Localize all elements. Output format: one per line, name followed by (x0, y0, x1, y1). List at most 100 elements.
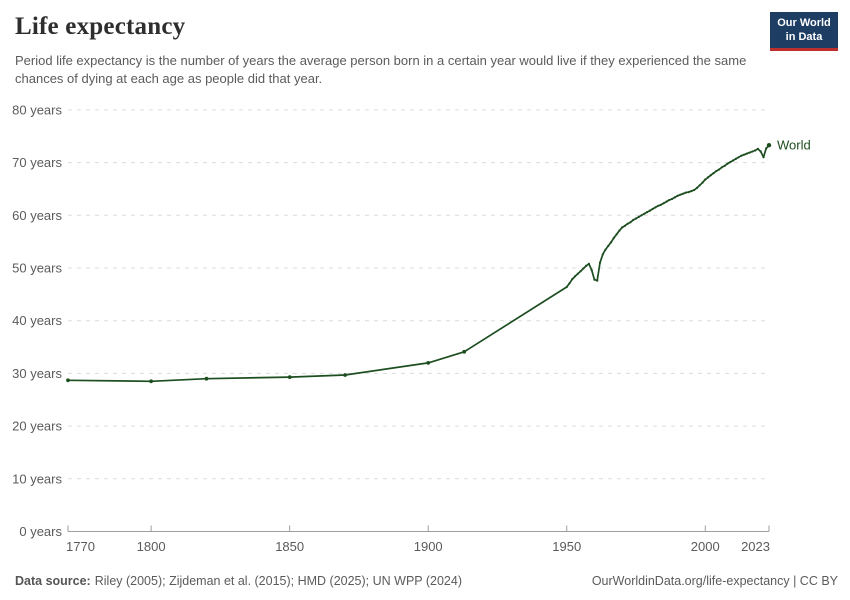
data-point[interactable] (695, 186, 699, 189)
data-point[interactable] (654, 206, 657, 209)
data-point[interactable] (657, 204, 660, 207)
data-point[interactable] (766, 143, 772, 148)
data-source-text: Riley (2005); Zijdeman et al. (2015); HM… (94, 574, 463, 588)
data-point[interactable] (673, 196, 676, 199)
data-point[interactable] (618, 229, 621, 232)
data-point[interactable] (598, 261, 602, 264)
data-point[interactable] (646, 211, 649, 214)
y-axis-label: 50 years (12, 261, 62, 276)
x-axis-label: 1800 (137, 539, 166, 554)
data-point[interactable] (596, 279, 599, 282)
data-point[interactable] (149, 379, 154, 384)
data-point[interactable] (204, 376, 209, 381)
data-point[interactable] (659, 203, 663, 206)
data-point[interactable] (565, 285, 568, 289)
y-axis-label: 10 years (12, 471, 62, 486)
data-point[interactable] (637, 215, 640, 218)
data-point[interactable] (762, 156, 765, 159)
data-point[interactable] (601, 253, 604, 256)
data-point[interactable] (426, 361, 431, 365)
data-point[interactable] (573, 275, 577, 278)
owid-logo-line2: in Data (785, 31, 823, 44)
data-point[interactable] (621, 226, 624, 229)
data-point[interactable] (582, 267, 585, 270)
y-axis-label: 80 years (12, 102, 62, 117)
series-label[interactable]: World (777, 138, 811, 153)
data-point[interactable] (579, 270, 582, 273)
world-line[interactable] (67, 144, 770, 383)
data-point[interactable] (634, 217, 638, 220)
data-point[interactable] (718, 168, 721, 171)
data-source: Data source: Riley (2005); Zijdeman et al… (15, 574, 462, 588)
data-point[interactable] (712, 172, 715, 175)
data-point[interactable] (720, 166, 724, 169)
data-source-label: Data source: (15, 574, 91, 588)
y-axis-label: 20 years (12, 419, 62, 434)
owid-logo-line1: Our World (777, 17, 831, 29)
data-point[interactable] (612, 236, 615, 240)
y-axis-label: 70 years (12, 155, 62, 170)
data-point[interactable] (756, 147, 760, 150)
data-point[interactable] (629, 221, 632, 224)
data-point[interactable] (343, 373, 347, 377)
data-point[interactable] (640, 214, 643, 217)
data-point[interactable] (610, 241, 613, 244)
data-point[interactable] (740, 154, 743, 157)
data-point[interactable] (615, 233, 618, 236)
data-point[interactable] (287, 375, 292, 379)
data-point[interactable] (607, 244, 610, 247)
data-point[interactable] (706, 176, 710, 179)
data-point[interactable] (676, 194, 679, 197)
data-point[interactable] (759, 150, 762, 153)
data-point[interactable] (679, 193, 682, 196)
data-point[interactable] (668, 198, 671, 202)
data-point[interactable] (737, 156, 740, 159)
footer-link[interactable]: OurWorldinData.org/life-expectancy | CC … (591, 574, 838, 588)
data-point[interactable] (593, 278, 596, 281)
data-point[interactable] (729, 161, 732, 164)
data-point[interactable] (670, 197, 674, 201)
data-point[interactable] (745, 152, 748, 155)
data-point[interactable] (626, 222, 629, 225)
data-point[interactable] (66, 378, 70, 383)
data-point[interactable] (682, 192, 685, 195)
data-point[interactable] (723, 164, 726, 167)
data-point[interactable] (571, 278, 574, 281)
data-point[interactable] (684, 191, 688, 194)
data-point[interactable] (731, 159, 735, 162)
data-point[interactable] (648, 209, 652, 212)
data-point[interactable] (568, 282, 571, 285)
data-point[interactable] (643, 212, 646, 215)
data-point[interactable] (743, 153, 746, 156)
data-point[interactable] (604, 248, 607, 251)
data-point[interactable] (690, 190, 693, 193)
x-axis-label: 1950 (552, 539, 581, 554)
y-axis-label: 40 years (12, 313, 62, 328)
data-point[interactable] (651, 207, 654, 211)
data-point[interactable] (698, 184, 701, 187)
data-point[interactable] (462, 349, 467, 354)
data-point[interactable] (701, 181, 704, 184)
owid-logo[interactable]: Our World in Data (770, 12, 838, 51)
data-point[interactable] (693, 188, 696, 192)
data-point[interactable] (726, 162, 729, 165)
data-point[interactable] (687, 191, 690, 194)
data-point[interactable] (587, 262, 591, 265)
data-point[interactable] (585, 264, 588, 267)
data-point[interactable] (734, 157, 737, 160)
data-point[interactable] (765, 147, 768, 150)
data-point[interactable] (623, 224, 627, 227)
data-point[interactable] (704, 178, 707, 181)
data-point[interactable] (576, 272, 579, 275)
data-point[interactable] (754, 149, 757, 152)
data-point[interactable] (715, 169, 718, 173)
data-point[interactable] (662, 202, 665, 205)
data-point[interactable] (748, 151, 751, 154)
data-point[interactable] (751, 150, 754, 153)
data-point[interactable] (632, 218, 635, 222)
data-point[interactable] (590, 269, 593, 272)
data-point[interactable] (709, 174, 712, 177)
data-point[interactable] (665, 200, 668, 203)
